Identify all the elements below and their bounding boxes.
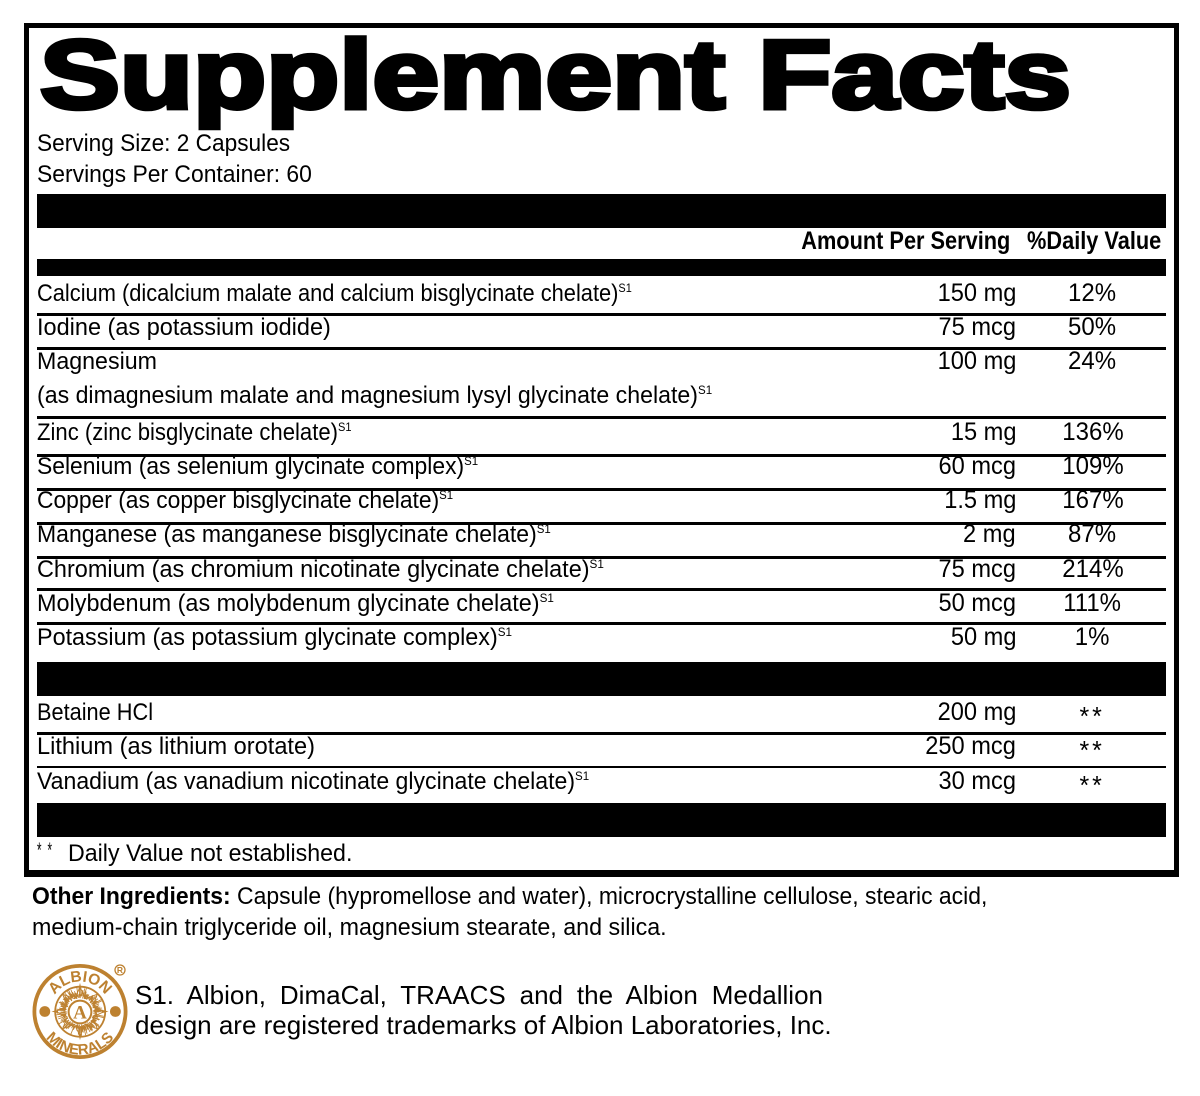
svg-text:MINERALS: MINERALS — [43, 1029, 117, 1059]
svg-text:R: R — [117, 965, 123, 975]
svg-text:A: A — [73, 1003, 87, 1024]
